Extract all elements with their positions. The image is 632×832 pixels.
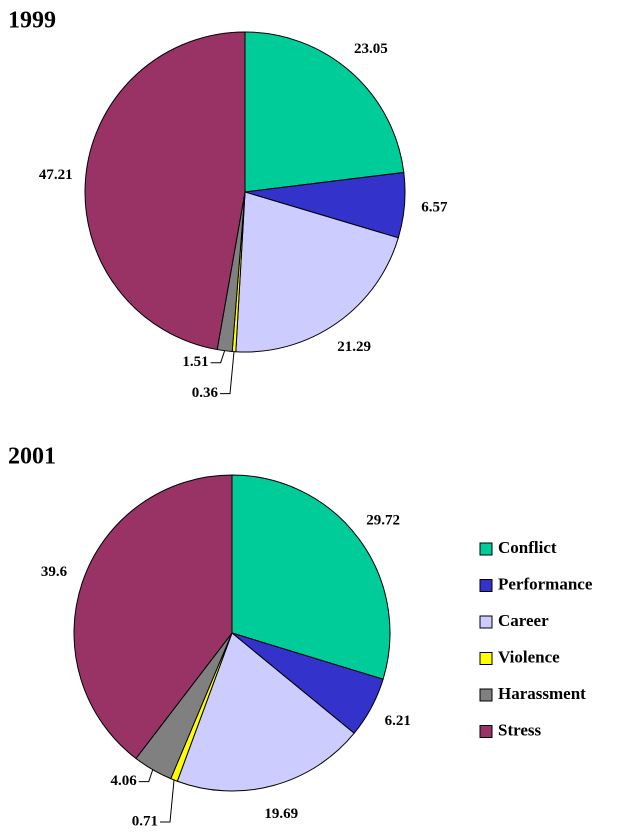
pie-slice — [244, 31, 405, 193]
legend-swatch — [479, 652, 493, 665]
legend-label: Conflict — [498, 538, 557, 557]
legend-label: Violence — [498, 647, 560, 666]
leader-line — [219, 351, 235, 395]
pie-slice — [231, 474, 391, 680]
leader-line — [138, 769, 154, 783]
legend-swatch — [479, 688, 493, 702]
pie-slice — [73, 474, 233, 760]
data-label: 4.06 — [110, 773, 137, 789]
legend-swatch — [479, 579, 493, 592]
pie-slice — [235, 191, 399, 353]
legend-swatch — [479, 725, 493, 738]
data-label: 23.05 — [354, 41, 388, 57]
legend-swatch — [479, 615, 493, 629]
leader-line — [160, 779, 175, 823]
legend-label: Harassment — [498, 684, 586, 703]
chart-title: 2001 — [8, 444, 56, 470]
leader-line — [210, 350, 226, 364]
data-label: 0.36 — [192, 385, 219, 401]
data-label: 1.51 — [182, 354, 208, 370]
data-label: 47.21 — [39, 167, 73, 183]
data-label: 19.69 — [264, 806, 298, 822]
data-label: 39.6 — [41, 564, 68, 580]
pie-slice — [84, 31, 246, 351]
data-label: 21.29 — [337, 339, 371, 355]
pie-slice — [176, 632, 355, 792]
chart-title: 1999 — [8, 8, 56, 34]
data-label: 0.71 — [132, 813, 158, 827]
data-label: 6.57 — [421, 199, 448, 215]
legend-label: Career — [498, 611, 549, 630]
legend-label: Stress — [498, 720, 542, 739]
data-label: 29.72 — [366, 513, 400, 529]
legend-label: Performance — [498, 574, 593, 593]
data-label: 6.21 — [385, 713, 411, 729]
legend-swatch — [479, 542, 493, 556]
